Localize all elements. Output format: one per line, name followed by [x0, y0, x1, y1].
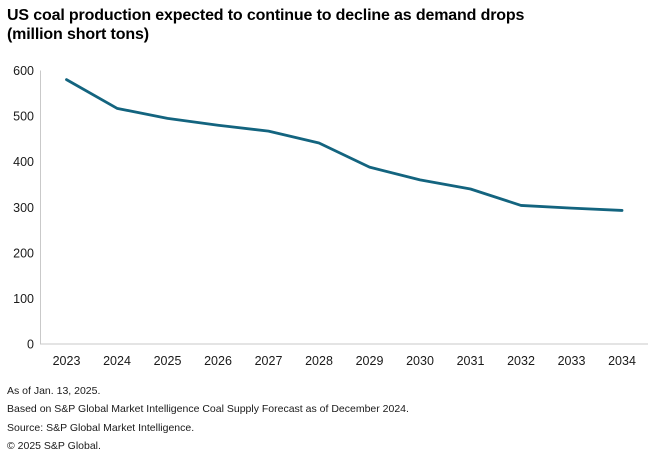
x-axis-label: 2029: [356, 354, 384, 368]
chart-title: US coal production expected to continue …: [7, 6, 637, 44]
x-axis-label: 2025: [154, 354, 182, 368]
x-axis-label: 2033: [558, 354, 586, 368]
footnote-as-of: As of Jan. 13, 2025.: [7, 385, 101, 397]
footnotes: As of Jan. 13, 2025. Based on S&P Global…: [7, 382, 409, 454]
footnote-copyright: © 2025 S&P Global.: [7, 440, 101, 453]
production-line: [65, 78, 624, 212]
y-axis-label: 600: [13, 64, 34, 78]
x-axis-label: 2023: [53, 354, 81, 368]
chart-title-line1: US coal production expected to continue …: [7, 7, 525, 24]
coal-production-chart: 0 100 200 300 400 500 600 2023 2024 2025 2026 2027 2…: [13, 64, 648, 368]
y-axis-label: 100: [13, 292, 34, 306]
x-axis-label: 2032: [507, 354, 535, 368]
axis-lines: [40, 70, 648, 345]
x-axis-label: 2031: [457, 354, 485, 368]
x-axis-label: 2027: [255, 354, 283, 368]
y-axis-label: 0: [27, 338, 34, 352]
x-axis-label: 2024: [103, 354, 131, 368]
x-axis-label: 2034: [608, 354, 636, 368]
x-axis-label: 2026: [204, 354, 232, 368]
y-axis-label: 500: [13, 110, 34, 124]
footnote-source: Source: S&P Global Market Intelligence.: [7, 421, 195, 434]
y-axis-label: 300: [13, 201, 34, 215]
x-axis-label: 2030: [406, 354, 434, 368]
footnote-based-on: Based on S&P Global Market Intelligence …: [7, 403, 409, 416]
chart-title-line2: (million short tons): [7, 26, 149, 43]
y-axis-label: 200: [13, 246, 34, 260]
x-axis-label: 2028: [305, 354, 333, 368]
y-axis-label: 400: [13, 155, 34, 169]
